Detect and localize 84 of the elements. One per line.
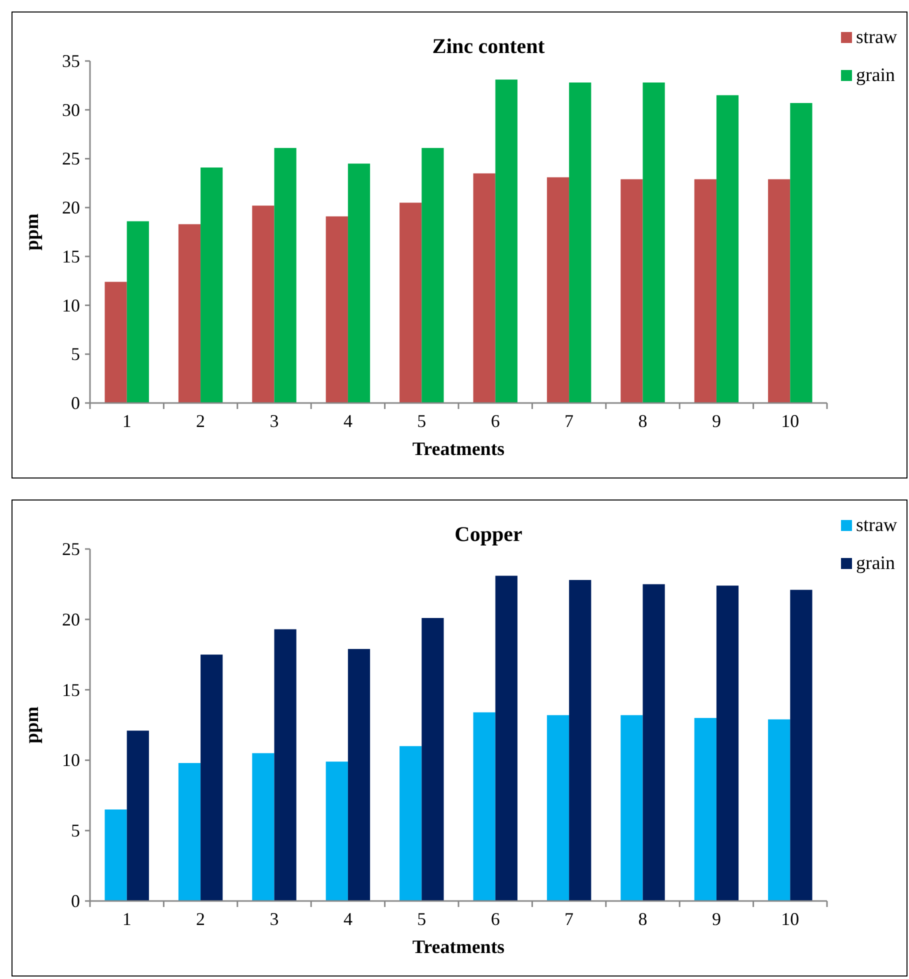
- bar: [694, 718, 716, 901]
- x-tick-label: 6: [490, 411, 500, 431]
- x-axis-title: Treatments: [412, 937, 505, 958]
- x-tick-label: 7: [564, 411, 574, 431]
- x-tick-label: 2: [196, 411, 206, 431]
- bar: [495, 576, 518, 901]
- x-tick-label: 9: [712, 411, 721, 431]
- bar: [200, 168, 223, 403]
- y-axis-title: ppm: [22, 706, 43, 744]
- bar: [326, 216, 348, 403]
- y-tick-label: 5: [71, 344, 80, 364]
- bar: [716, 586, 739, 901]
- x-tick-label: 5: [417, 909, 426, 929]
- bar: [326, 762, 348, 901]
- y-tick-label: 5: [71, 820, 80, 841]
- x-tick-label: 8: [638, 411, 648, 431]
- x-tick-label: 10: [781, 909, 800, 929]
- bar: [104, 809, 127, 901]
- bar: [274, 148, 296, 403]
- y-tick-label: 15: [62, 246, 80, 266]
- x-tick-label: 4: [343, 909, 352, 929]
- bar: [694, 179, 716, 403]
- y-tick-label: 20: [62, 198, 80, 218]
- y-tick-label: 10: [62, 750, 80, 770]
- bar: [422, 148, 444, 403]
- bar: [473, 712, 496, 901]
- x-tick-label: 10: [781, 411, 800, 431]
- bar: [546, 177, 570, 403]
- x-tick-label: 1: [122, 411, 132, 431]
- bar: [642, 584, 665, 901]
- bar: [495, 80, 518, 403]
- bar: [178, 224, 201, 403]
- bar: [768, 719, 790, 901]
- bar: [348, 648, 370, 901]
- bar: [104, 282, 127, 403]
- bar: [252, 753, 274, 901]
- bar: [274, 629, 296, 901]
- x-axis-title: Treatments: [412, 439, 505, 460]
- y-tick-label: 35: [62, 51, 80, 71]
- bar: [620, 715, 643, 901]
- y-tick-label: 15: [62, 680, 80, 700]
- x-tick-label: 6: [490, 909, 500, 929]
- x-tick-label: 2: [196, 909, 206, 929]
- x-tick-label: 4: [343, 411, 352, 431]
- bar: [126, 730, 149, 901]
- bar: [569, 580, 592, 901]
- bar: [569, 82, 592, 403]
- y-tick-label: 10: [62, 295, 80, 316]
- bar: [400, 746, 422, 901]
- bar: [716, 95, 739, 403]
- bar: [546, 715, 570, 901]
- bar: [473, 173, 496, 403]
- x-tick-label: 9: [712, 909, 721, 929]
- x-tick-label: 8: [638, 909, 648, 929]
- x-tick-label: 3: [270, 909, 279, 929]
- x-tick-label: 5: [417, 411, 426, 431]
- bar: [790, 590, 812, 901]
- legend-label: grain: [856, 65, 896, 86]
- bar: [400, 202, 422, 403]
- chart-title: Zinc content: [432, 34, 545, 58]
- x-tick-label: 3: [270, 411, 279, 431]
- y-tick-label: 30: [62, 100, 80, 120]
- bar: [642, 82, 665, 403]
- y-tick-label: 25: [62, 148, 80, 169]
- bar: [768, 179, 790, 403]
- x-tick-label: 7: [564, 909, 574, 929]
- bar: [126, 221, 149, 403]
- y-tick-label: 25: [62, 539, 80, 559]
- bar: [200, 654, 223, 901]
- legend-label: straw: [856, 27, 898, 48]
- bar: [620, 179, 643, 403]
- legend-label: straw: [856, 515, 898, 536]
- bar: [422, 618, 444, 901]
- x-tick-label: 1: [122, 909, 132, 929]
- y-axis-title: ppm: [22, 213, 43, 250]
- bar: [178, 763, 201, 901]
- y-tick-label: 0: [71, 393, 80, 413]
- chart-title: Copper: [454, 522, 522, 546]
- bar: [348, 164, 370, 403]
- bar: [790, 103, 812, 403]
- bar: [252, 206, 274, 403]
- y-tick-label: 0: [71, 891, 80, 911]
- y-tick-label: 20: [62, 609, 80, 630]
- legend-label: grain: [856, 553, 896, 574]
